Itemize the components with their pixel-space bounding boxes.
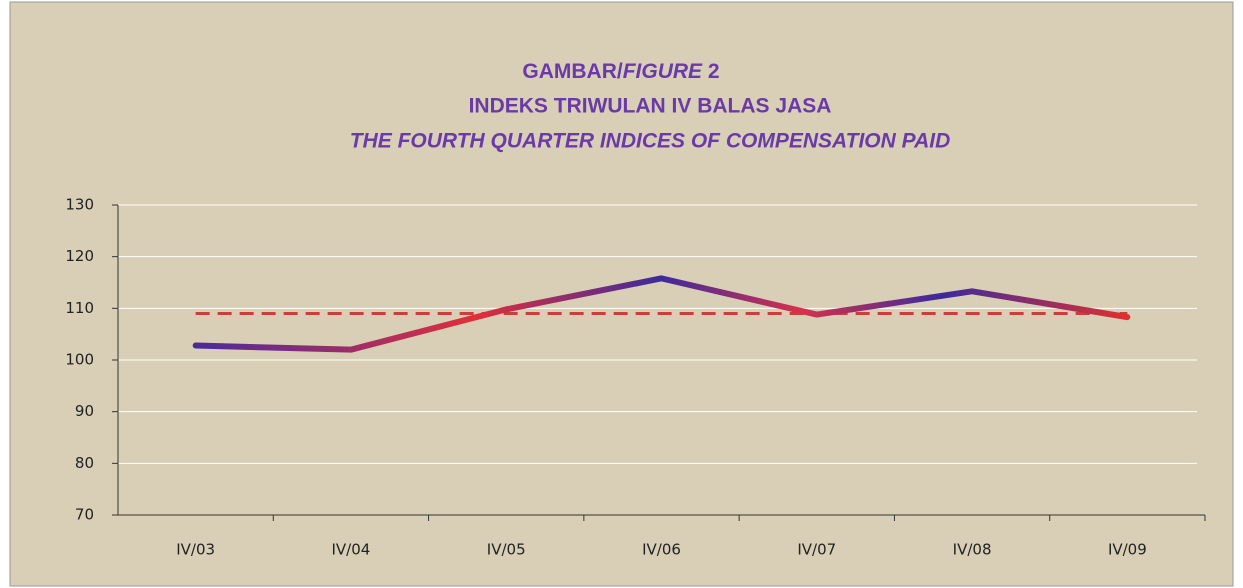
x-tick-label: IV/09 [1108, 541, 1147, 559]
y-tick-label: 70 [75, 506, 94, 524]
x-tick-label: IV/06 [642, 541, 681, 559]
y-tick-label: 80 [75, 454, 94, 472]
x-tick-label: IV/05 [487, 541, 526, 559]
x-tick-label: IV/03 [176, 541, 215, 559]
data-line [192, 275, 1131, 353]
x-tick-label: IV/04 [332, 541, 371, 559]
y-tick-label: 100 [65, 351, 94, 369]
y-tick-label: 120 [65, 247, 94, 265]
chart-subtitle: INDEKS TRIWULAN IV BALAS JASA [469, 95, 832, 118]
chart-title: GAMBAR/FIGURE 2 [522, 60, 719, 83]
y-tick-label: 90 [75, 402, 94, 420]
x-tick-label: IV/07 [797, 541, 836, 559]
x-tick-label: IV/08 [953, 541, 992, 559]
background [9, 1, 1234, 587]
y-tick-label: 130 [65, 196, 94, 214]
chart-subtitle-en: THE FOURTH QUARTER INDICES OF COMPENSATI… [350, 130, 950, 153]
y-tick-label: 110 [65, 299, 94, 317]
